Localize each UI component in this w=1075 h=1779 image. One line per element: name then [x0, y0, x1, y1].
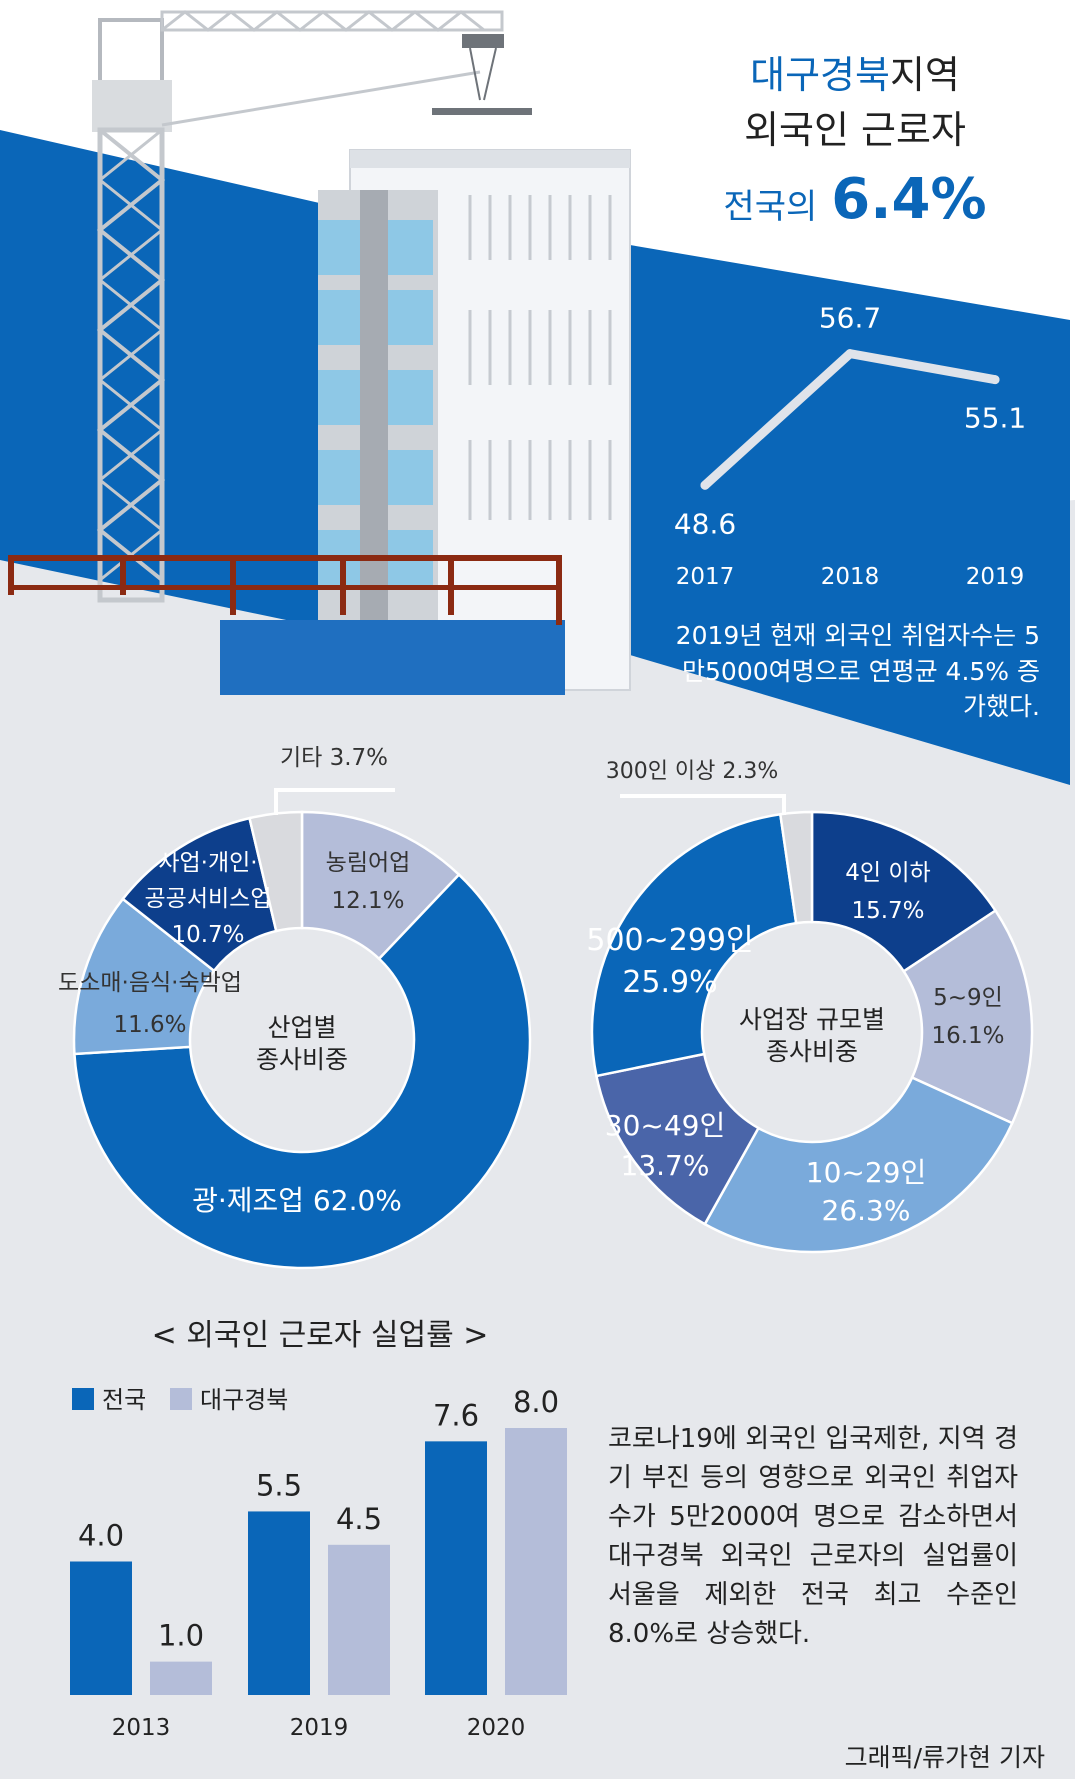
headline-line3-prefix: 전국의 — [723, 187, 817, 227]
donut-leader-line — [274, 788, 395, 815]
legend-label: 대구경북 — [200, 1386, 288, 1414]
legend-swatch — [72, 1388, 94, 1410]
employment-point — [845, 349, 855, 359]
donut-center-label: 산업별 — [267, 1013, 336, 1042]
donut-slice-label: 사업·개인· — [158, 850, 257, 876]
employment-point — [700, 480, 710, 490]
bar-category-label: 2013 — [112, 1715, 171, 1741]
bar-value-label: 4.0 — [78, 1519, 124, 1553]
bar-value-label: 1.0 — [158, 1619, 204, 1653]
line-chart-panel — [630, 245, 1070, 785]
donut-slice-label: 기타 3.7% — [280, 745, 388, 771]
headline-line1: 대구경북지역 — [750, 53, 960, 97]
bar-value-label: 4.5 — [336, 1502, 382, 1536]
donut-slice-label: 10.7% — [171, 922, 244, 948]
headline-line3: 전국의 6.4% — [723, 167, 986, 232]
donut-slice-label: 농림어업 — [326, 850, 411, 876]
unemployment-note: 코로나19에 외국인 입국제한, 지역 경기 부진 등의 영향으로 외국인 취업… — [608, 1424, 1018, 1649]
bar-value-label: 8.0 — [513, 1385, 559, 1419]
bar-category-label: 2019 — [290, 1715, 349, 1741]
bar-value-label: 7.6 — [433, 1398, 479, 1432]
employment-value-label: 56.7 — [819, 302, 881, 335]
donut-slice-label: 25.9% — [622, 965, 717, 1000]
employment-year-label: 2018 — [821, 564, 880, 590]
donut-center-label: 종사비중 — [766, 1037, 858, 1066]
employment-value-label: 48.6 — [674, 507, 736, 540]
bar — [70, 1561, 132, 1695]
donut-slice — [594, 1052, 761, 1226]
donut-center-label: 사업장 규모별 — [739, 1005, 885, 1034]
donut-slice-label: 16.1% — [931, 1023, 1004, 1049]
employment-line-chart: 48.6 2017 56.7 2018 55.1 2019 — [674, 302, 1026, 590]
donut-slice — [73, 872, 532, 1270]
bar — [328, 1544, 390, 1695]
donut-slice — [703, 1075, 1014, 1254]
donut-slice-label: 도소매·음식·숙박업 — [58, 970, 242, 996]
graphic-credit: 그래픽/류가현 기자 — [844, 1743, 1045, 1772]
bar-value-label: 5.5 — [256, 1468, 302, 1502]
donut-leader-line — [620, 794, 786, 815]
employment-year-label: 2019 — [966, 564, 1025, 590]
headline-accent: 대구경북 — [750, 53, 890, 97]
donut-slice-label: 12.1% — [331, 888, 404, 914]
headline-line2: 외국인 근로자 — [744, 108, 966, 152]
headline-line3-value: 6.4% — [831, 167, 986, 232]
employment-point — [990, 375, 1000, 385]
bar — [425, 1441, 487, 1695]
donut-slice — [778, 810, 814, 925]
donut-slice — [810, 810, 998, 974]
donut-slice-label: 500~299인 — [586, 923, 753, 958]
donut-slice — [590, 812, 798, 1078]
employment-value-label: 55.1 — [964, 402, 1026, 435]
donut-slice-label: 4인 이하 — [845, 860, 930, 886]
bar — [150, 1661, 212, 1695]
employment-note: 2019년 현재 외국인 취업자수는 5만5000여명으로 연평균 4.5% 증… — [675, 621, 1040, 721]
donut-slice-label: 300인 이상 2.3% — [606, 759, 779, 784]
donut-center-label: 종사비중 — [256, 1045, 348, 1074]
headline-line1-rest: 지역 — [890, 53, 960, 97]
donut-slice — [248, 810, 304, 933]
donut-slice-label: 11.6% — [113, 1012, 186, 1038]
donut-slice-label: 공공서비스업 — [145, 886, 272, 912]
legend-label: 전국 — [102, 1386, 146, 1414]
crane-illustration — [92, 10, 532, 603]
bar — [248, 1511, 310, 1695]
bar-category-label: 2020 — [467, 1715, 526, 1741]
employment-year-label: 2017 — [676, 564, 735, 590]
bar — [505, 1428, 567, 1695]
legend-swatch — [170, 1388, 192, 1410]
donut-slice-label: 13.7% — [621, 1149, 710, 1182]
donut-slice-label: 26.3% — [822, 1194, 911, 1227]
donut-slice-label: 15.7% — [851, 898, 924, 924]
donut-slice-label: 10~29인 — [806, 1156, 926, 1189]
scaffold-railing — [8, 555, 565, 695]
donut-slice — [902, 908, 1034, 1125]
bar-chart-title: < 외국인 근로자 실업률 > — [152, 1318, 489, 1353]
blue-wall-left — [0, 130, 350, 640]
unemployment-bar-chart: < 외국인 근로자 실업률 > 전국 대구경북 4.0 1.0 2013 5.5 4.5 201… — [70, 1318, 567, 1741]
donut-slice-label: 30~49인 — [605, 1109, 725, 1142]
donut-slice-label: 5~9인 — [933, 985, 1003, 1011]
building-illustration — [318, 149, 631, 691]
donut-slice-label: 광·제조업 62.0% — [192, 1184, 402, 1217]
